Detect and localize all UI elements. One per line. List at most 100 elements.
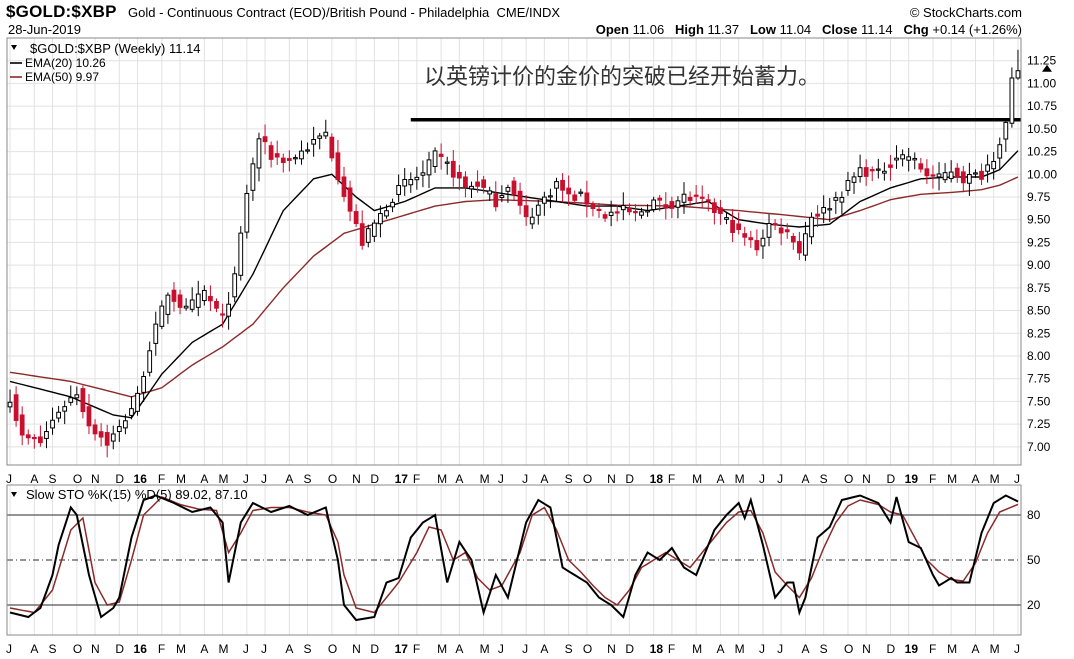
candle-body (705, 199, 711, 202)
price-month-label: J (1014, 472, 1020, 486)
candle-body (438, 153, 444, 157)
candle-body (335, 152, 341, 181)
candle-body (888, 164, 893, 168)
brand-watermark: © StockCharts.com (909, 5, 1022, 20)
sto-month-label: 18 (650, 642, 664, 656)
description-text: Gold - Continuous Contract (EOD)/British… (128, 5, 490, 20)
candle-body (979, 170, 984, 180)
sto-month-label: N (862, 642, 871, 656)
sto-panel-title: Slow STO %K(15) %D(5) 89.02, 87.10 (26, 487, 248, 502)
price-tick-label: 10.25 (1027, 145, 1057, 159)
sto-month-label: M (219, 642, 229, 656)
candle-body (548, 195, 553, 198)
candle-body (657, 197, 663, 201)
sto-month-label: A (540, 642, 548, 656)
ema20-legend: EMA(20) 10.26 (25, 56, 106, 70)
candle-body (754, 240, 760, 251)
candle-body (541, 196, 547, 204)
candle-body (869, 169, 875, 172)
candle-body (371, 222, 377, 237)
candle-body (608, 211, 614, 216)
candle-body (256, 138, 262, 169)
candle-body (699, 196, 705, 199)
price-month-label: S (49, 472, 57, 486)
price-tick-label: 9.25 (1027, 235, 1051, 249)
candle-body (505, 187, 511, 192)
candle-body (748, 237, 754, 241)
candle-body (238, 232, 244, 276)
candle-body (341, 176, 347, 197)
candle-body (985, 164, 990, 172)
candle-body (299, 150, 304, 160)
price-month-label: M (735, 472, 745, 486)
price-month-label: M (176, 472, 186, 486)
sto-month-label: A (971, 642, 979, 656)
price-month-label: F (929, 472, 936, 486)
candle-body (44, 431, 49, 439)
price-month-label: O (583, 472, 592, 486)
price-month-label: A (971, 472, 979, 486)
quote-summary: Open 11.06 High 11.37 Low 11.04 Close 11… (596, 22, 1022, 37)
chart-annotation: 以英镑计价的金价的突破已经开始蓄力。 (424, 64, 820, 89)
sto-month-label: O (73, 642, 82, 656)
price-month-label: 18 (650, 472, 664, 486)
candle-body (153, 323, 159, 344)
price-month-label: A (285, 472, 293, 486)
price-month-label: A (200, 472, 208, 486)
candle-body (262, 136, 268, 143)
candle-body (511, 180, 517, 195)
price-month-label: J (522, 472, 528, 486)
candle-body (110, 433, 116, 442)
candle-body (420, 172, 426, 176)
candle-body (7, 401, 13, 408)
candle-body (38, 436, 43, 444)
price-panel-title: $GOLD:$XBP (Weekly) 11.14 (30, 41, 201, 56)
price-month-label: 19 (905, 472, 919, 486)
price-month-label: J (498, 472, 504, 486)
price-tick-label: 7.00 (1027, 440, 1051, 454)
sto-month-label: O (844, 642, 853, 656)
candle-body (784, 229, 790, 233)
candle-body (226, 303, 232, 317)
candle-body (711, 202, 717, 214)
price-month-label: N (352, 472, 361, 486)
chg-value: +0.14 (+1.26%) (932, 22, 1022, 37)
candle-body (614, 211, 620, 214)
candle-body (195, 293, 201, 308)
sto-month-label: S (820, 642, 828, 656)
price-month-label: M (692, 472, 702, 486)
sto-month-label: F (158, 642, 165, 656)
candle-body (584, 192, 590, 205)
candle-body (305, 149, 310, 152)
price-month-label: N (91, 472, 100, 486)
candle-body (359, 223, 365, 246)
price-month-label: 17 (395, 472, 409, 486)
price-month-label: D (886, 472, 895, 486)
sto-triangle-down-icon (11, 492, 17, 497)
candle-body (845, 180, 851, 191)
sto-tick-label: 80 (1027, 508, 1041, 522)
candle-body (529, 216, 535, 225)
open-label: Open (595, 22, 629, 37)
instrument-description: Gold - Continuous Contract (EOD)/British… (128, 5, 560, 20)
ema50-legend: EMA(50) 9.97 (25, 70, 99, 84)
sto-month-label: M (735, 642, 745, 656)
candle-body (633, 211, 638, 214)
candle-body (487, 190, 493, 195)
high-label: High (675, 22, 704, 37)
candle-body (232, 273, 238, 298)
price-tick-label: 8.50 (1027, 304, 1051, 318)
candle-body (742, 233, 748, 238)
price-tick-label: 8.25 (1027, 326, 1051, 340)
candle-body (396, 185, 402, 195)
candle-body (942, 172, 948, 181)
candle-body (912, 157, 918, 161)
sto-month-label: J (777, 642, 783, 656)
candle-body (590, 203, 596, 210)
candle-body (924, 168, 930, 177)
price-tick-label: 10.50 (1027, 122, 1057, 136)
candle-body (1003, 121, 1009, 140)
candle-body (214, 300, 219, 309)
candle-body (280, 157, 286, 164)
